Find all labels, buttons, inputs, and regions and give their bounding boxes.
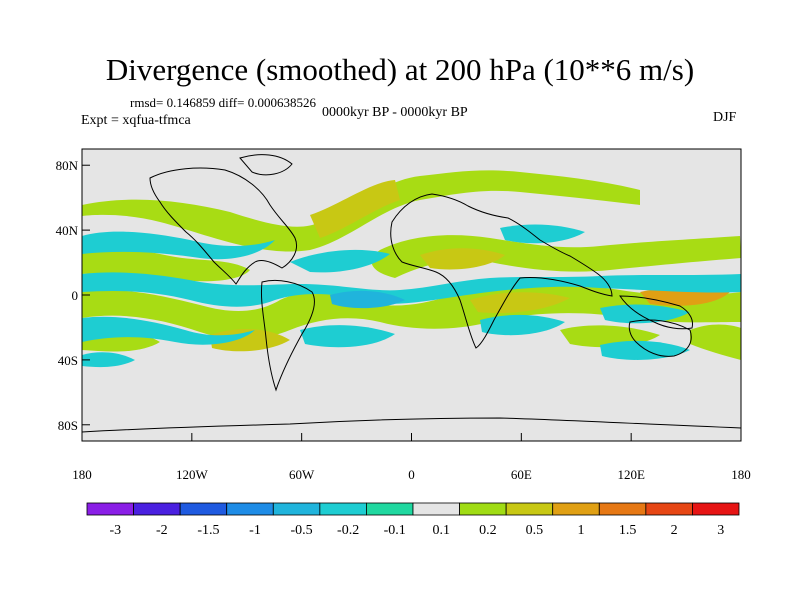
colorbar-swatch [412, 502, 460, 516]
experiment-label: Expt = xqfua-tfmca [81, 113, 191, 128]
colorbar-label: 3 [717, 523, 724, 538]
lon-tick-label: 0 [408, 467, 415, 482]
lon-tick-label: 60E [511, 467, 532, 482]
colorbar-label: 1 [578, 523, 585, 538]
negative-band-south-pacific [82, 316, 255, 345]
negative-band-itcz [82, 272, 741, 307]
colorbar-label: 0.2 [479, 523, 497, 538]
lat-tick-label: 40S [58, 353, 78, 368]
latitude-axis: 80N 40N 0 40S 80S [56, 158, 90, 433]
lon-tick-label: 180 [72, 467, 92, 482]
colorbar-swatch [226, 502, 274, 516]
colorbar-swatch [459, 502, 507, 516]
negative-patch-far-south-pacific [82, 352, 135, 368]
coast-maritime-continent [619, 295, 693, 330]
season-label: DJF [713, 110, 737, 125]
colorbar-label: -0.5 [290, 523, 312, 538]
period-label: 0000kyr BP - 0000kyr BP [322, 105, 468, 120]
colorbar-swatch [645, 502, 693, 516]
lon-tick-label: 60W [289, 467, 315, 482]
colorbar-label: -2 [156, 523, 168, 538]
longitude-axis: 180 120W 60W 0 60E 120E 180 [72, 433, 751, 482]
colorbar-swatch [692, 502, 740, 516]
coast-north-america [149, 167, 297, 285]
colorbar-label: -0.1 [384, 523, 406, 538]
colorbar-swatch [272, 502, 321, 516]
colorbar-label: -0.2 [337, 523, 359, 538]
positive-patch-atlantic [310, 180, 400, 238]
colorbar-label: 0.1 [433, 523, 451, 538]
colorbar-label: 0.5 [526, 523, 544, 538]
colorbar-swatch [179, 502, 228, 516]
negative-patch-south-atlantic [300, 325, 395, 348]
divergence-contours [82, 154, 741, 433]
colorbar: -3 -2 -1.5 -1 -0.5 -0.2 -0.1 0.1 0.2 0.5 1 1.5 2 3 [86, 502, 740, 538]
positive-core-indian-ocean [470, 292, 570, 314]
coast-eurasia-africa [390, 193, 613, 349]
coast-greenland [239, 154, 293, 176]
coast-antarctica [82, 417, 741, 433]
colorbar-label: -1.5 [197, 523, 219, 538]
negative-patch-australia-south [600, 340, 690, 360]
coast-australia [628, 319, 692, 357]
colorbar-label: -3 [109, 523, 121, 538]
figure-title: Divergence (smoothed) at 200 hPa (10**6 … [105, 52, 695, 87]
coast-south-america [261, 279, 315, 392]
negative-patch-madagascar [480, 314, 565, 336]
colorbar-label: -1 [249, 523, 261, 538]
negative-core-atlantic-equator [330, 290, 405, 309]
lat-tick-label: 80S [58, 418, 78, 433]
colorbar-label: 2 [671, 523, 678, 538]
negative-patch-maritime [600, 304, 690, 324]
colorbar-swatch [366, 502, 414, 516]
coastlines [82, 154, 741, 433]
lat-tick-label: 80N [56, 158, 79, 173]
lat-tick-label: 0 [72, 288, 79, 303]
positive-patch-tasman [690, 324, 741, 360]
lon-tick-label: 120W [176, 467, 209, 482]
negative-band-north-pacific [82, 231, 275, 260]
colorbar-swatch [505, 502, 554, 516]
colorbar-swatch [86, 502, 134, 516]
colorbar-swatch [133, 502, 181, 516]
negative-patch-atlantic [290, 249, 390, 273]
lon-tick-label: 120E [617, 467, 645, 482]
colorbar-swatch [552, 502, 600, 516]
colorbar-label: 1.5 [619, 523, 637, 538]
positive-band-africa-asia [371, 235, 741, 278]
lat-tick-label: 40N [56, 223, 79, 238]
positive-core-sahara [420, 248, 505, 270]
lon-tick-label: 180 [731, 467, 751, 482]
positive-band-equatorial [82, 284, 741, 340]
stats-text: rmsd= 0.146859 diff= 0.000638526 [130, 95, 316, 110]
colorbar-swatch [598, 502, 647, 516]
colorbar-swatch [319, 502, 367, 516]
positive-patch-south-america [210, 328, 290, 352]
negative-patch-middle-east [500, 224, 585, 244]
